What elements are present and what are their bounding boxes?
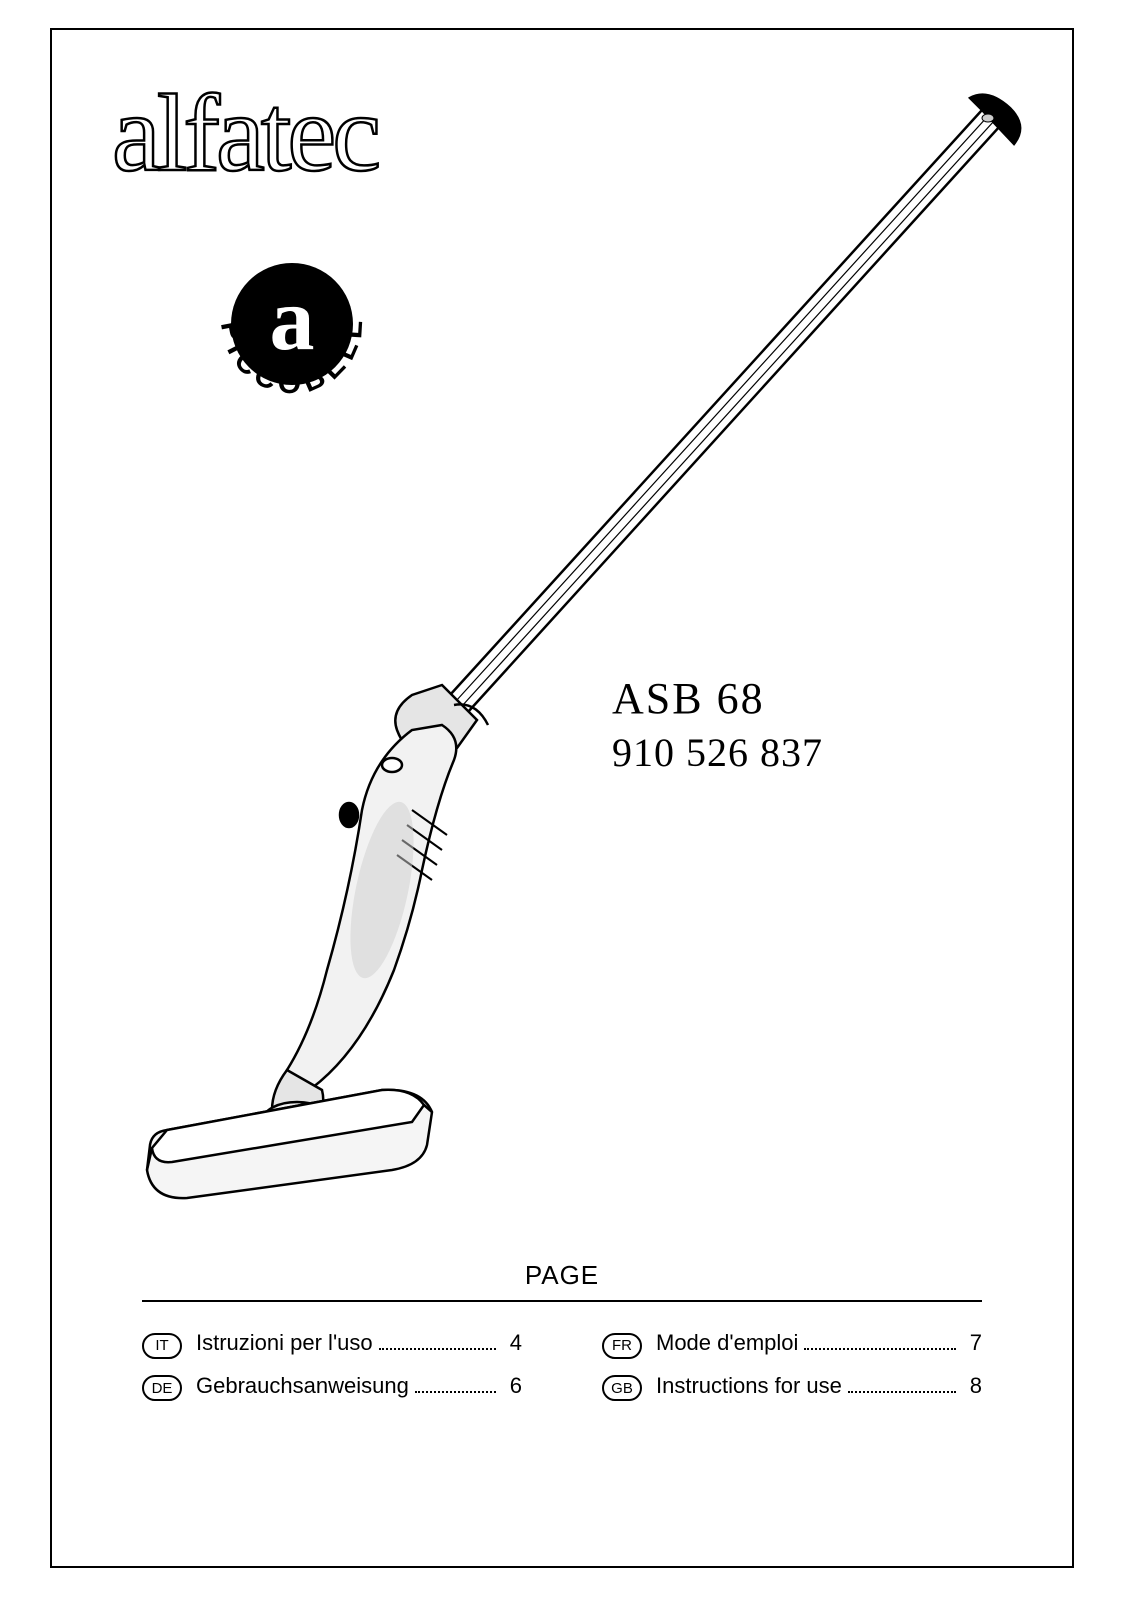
page-heading: PAGE	[142, 1260, 982, 1291]
model-number: ASB 68	[612, 670, 823, 727]
leader-dots	[848, 1391, 956, 1393]
handwritten-note: ASB 68 910 526 837	[612, 670, 823, 779]
lang-badge: DE	[142, 1375, 182, 1401]
toc-row: GB Instructions for use 8	[602, 1373, 982, 1402]
svg-text:PICCOBELLO: PICCOBELLO	[197, 245, 370, 400]
leader-dots	[804, 1348, 956, 1350]
toc-label: Gebrauchsanweisung	[196, 1373, 409, 1399]
divider	[142, 1300, 982, 1302]
toc-column-left: IT Istruzioni per l'uso 4 DE Gebrauchsan…	[142, 1330, 522, 1401]
toc-page: 8	[962, 1373, 982, 1399]
toc-label: Istruzioni per l'uso	[196, 1330, 373, 1356]
lang-badge: GB	[602, 1375, 642, 1401]
lang-badge: FR	[602, 1333, 642, 1359]
piccobello-logo: a PICCOBELLO	[197, 245, 387, 435]
page-frame: alfatec a PICCOBELLO	[50, 28, 1074, 1568]
toc-label: Instructions for use	[656, 1373, 842, 1399]
toc-row: FR Mode d'emploi 7	[602, 1330, 982, 1359]
lang-badge: IT	[142, 1333, 182, 1359]
brand-wordmark: alfatec	[112, 70, 377, 197]
toc-row: IT Istruzioni per l'uso 4	[142, 1330, 522, 1359]
leader-dots	[415, 1391, 496, 1393]
logo-arc-text: PICCOBELLO	[197, 245, 387, 435]
toc-page: 4	[502, 1330, 522, 1356]
toc-page: 6	[502, 1373, 522, 1399]
toc-column-right: FR Mode d'emploi 7 GB Instructions for u…	[602, 1330, 982, 1401]
product-illustration	[112, 70, 1032, 1210]
part-number: 910 526 837	[612, 727, 823, 779]
toc-row: DE Gebrauchsanweisung 6	[142, 1373, 522, 1402]
toc-page: 7	[962, 1330, 982, 1356]
table-of-contents: IT Istruzioni per l'uso 4 DE Gebrauchsan…	[142, 1330, 982, 1401]
leader-dots	[379, 1348, 496, 1350]
toc-label: Mode d'emploi	[656, 1330, 798, 1356]
